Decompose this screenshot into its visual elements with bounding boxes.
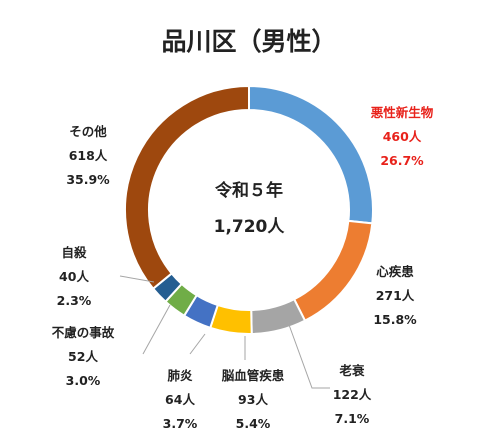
leader-line-4 (189, 333, 206, 355)
slice-label-percent-1: 15.8% (373, 312, 417, 327)
slice-label-percent-4: 3.7% (163, 416, 198, 431)
slice-labels: 悪性新生物 460人 26.7% 心疾患 271人 15.8% 老衰 122人 7.1% 脳血管疾… (52, 105, 434, 431)
slice-label-name-6: 自殺 (61, 245, 87, 260)
slice-0 (248, 84, 374, 225)
slice-label-name-3: 脳血管疾患 (222, 368, 285, 383)
slice-7 (124, 84, 250, 291)
slice-label-count-1: 271人 (376, 288, 415, 303)
center-total-label: 1,720人 (214, 217, 286, 237)
slice-label-percent-5: 3.0% (66, 373, 101, 388)
slice-label-name-1: 心疾患 (376, 264, 414, 279)
slice-label-count-4: 64人 (165, 392, 195, 407)
slice-label-count-5: 52人 (68, 349, 98, 364)
slice-label-name-4: 肺炎 (167, 368, 193, 383)
slice-1 (292, 219, 374, 322)
slice-label-count-3: 93人 (238, 392, 268, 407)
center-year-label: 令和５年 (215, 180, 283, 201)
leader-line-6 (119, 275, 155, 283)
slice-label-name-0: 悪性新生物 (371, 105, 434, 120)
donut-slices (124, 84, 374, 335)
slice-label-count-2: 122人 (333, 387, 372, 402)
slice-label-name-7: その他 (69, 124, 107, 139)
slice-label-name-2: 老衰 (338, 363, 365, 378)
leader-line-5 (142, 304, 171, 355)
slice-label-name-5: 不慮の事故 (52, 325, 115, 340)
slice-label-percent-7: 35.9% (66, 172, 110, 187)
slice-label-percent-3: 5.4% (236, 416, 271, 431)
slice-label-percent-6: 2.3% (57, 293, 92, 308)
slice-label-count-6: 40人 (59, 269, 89, 284)
slice-label-percent-0: 26.7% (380, 153, 424, 168)
slice-label-count-7: 618人 (69, 148, 108, 163)
chart-title: 品川区（男性） (161, 27, 336, 56)
slice-2 (250, 297, 307, 335)
leader-lines (119, 275, 330, 389)
leader-line-2 (287, 321, 330, 389)
slice-label-percent-2: 7.1% (335, 411, 370, 426)
slice-label-count-0: 460人 (383, 129, 422, 144)
